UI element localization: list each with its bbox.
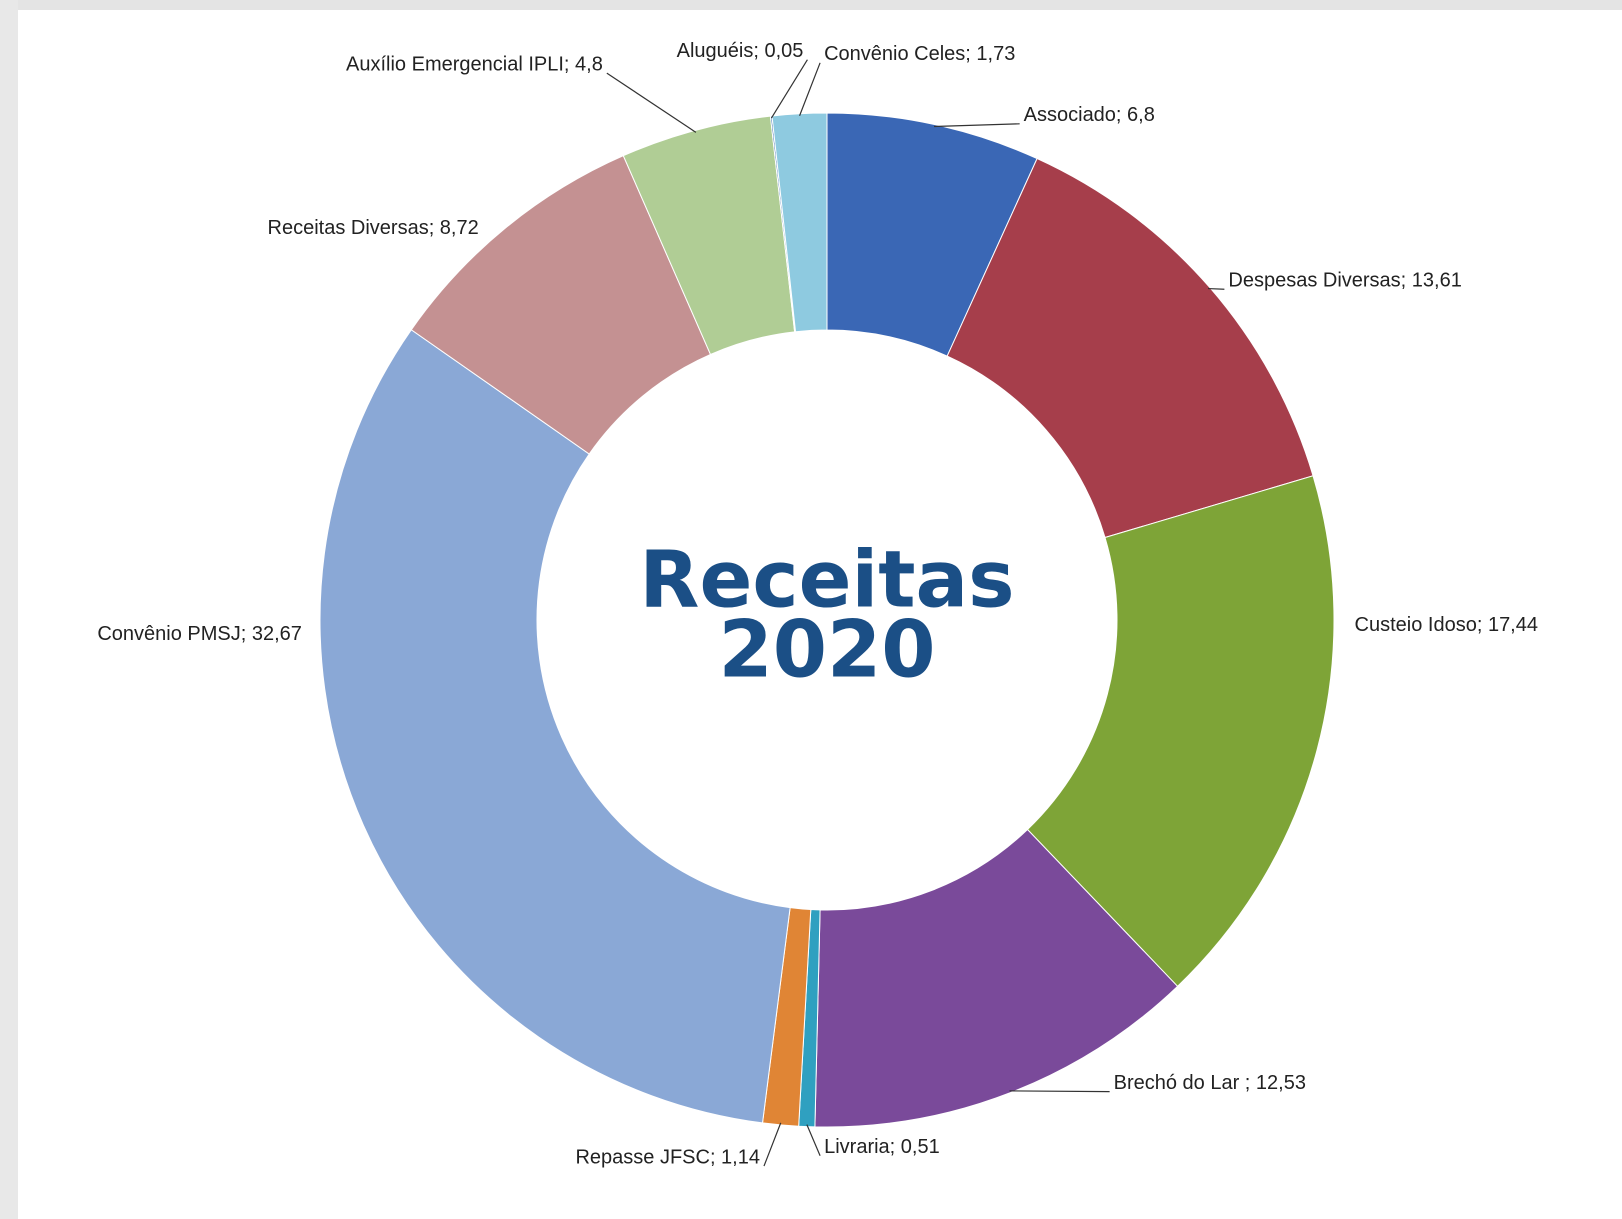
data-label: Receitas Diversas; 8,72 [268,217,479,239]
data-label: Convênio Celes; 1,73 [824,43,1015,65]
leader-line [806,1124,821,1156]
leader-line [934,123,1020,128]
data-label: Despesas Diversas; 13,61 [1228,270,1461,292]
leader-line [1207,287,1225,290]
left-band [0,0,18,1219]
data-label: Repasse JFSC; 1,14 [575,1146,760,1168]
data-label: Brechó do Lar ; 12,53 [1114,1072,1306,1094]
top-band [0,0,1622,10]
data-label: Custeio Idoso; 17,44 [1355,614,1538,636]
donut [319,112,1335,1128]
leader-line [770,59,808,119]
data-label: Livraria; 0,51 [824,1136,940,1158]
chart-title: Receitas [639,535,1014,625]
leader-line [606,72,697,133]
chart-title: 2020 [718,605,935,695]
leader-line [763,1122,782,1167]
leader-line [799,62,821,116]
donut-hole [537,330,1117,910]
data-label: Auxílio Emergencial IPLI; 4,8 [346,53,603,75]
leader-line [1009,1090,1110,1093]
data-label: Convênio PMSJ; 32,67 [97,623,302,645]
data-label: Associado; 6,8 [1024,104,1155,126]
data-label: Aluguéis; 0,05 [677,40,804,62]
